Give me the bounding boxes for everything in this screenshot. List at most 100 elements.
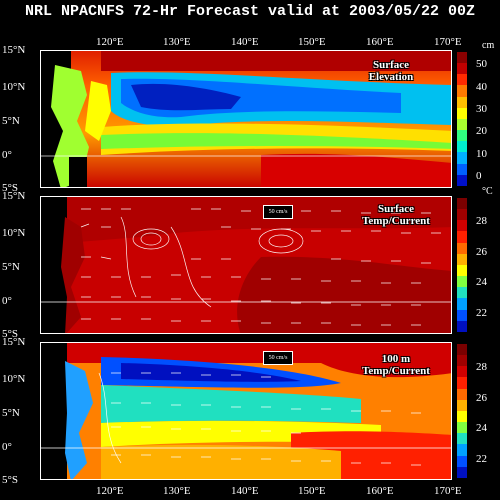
colorbar-swatch — [457, 130, 467, 142]
colorbar-swatch — [457, 152, 467, 164]
colorbar-swatch — [457, 96, 467, 108]
vector-scale-box: 50 cm/s — [263, 205, 293, 219]
colorbar-swatch — [457, 52, 467, 64]
longitude-label: 160°E — [366, 485, 394, 497]
latitude-label: 0° — [2, 441, 12, 453]
colorbar-swatch — [457, 209, 467, 221]
colorbar-swatch — [457, 63, 467, 75]
current-vectors — [98, 372, 421, 466]
longitude-label: 150°E — [298, 36, 326, 48]
colorbar-swatch — [457, 399, 467, 411]
longitude-label: 140°E — [231, 36, 259, 48]
colorbar-label: 24 — [476, 422, 487, 435]
panel-title-line2: Temp/Current — [362, 215, 430, 227]
colorbar-swatch — [457, 433, 467, 445]
latitude-label: 5°N — [2, 407, 20, 419]
colorbar-unit: cm — [482, 40, 495, 51]
colorbar-swatch — [457, 320, 467, 332]
latitude-label: 5°S — [2, 474, 19, 486]
colorbar-swatch — [457, 287, 467, 299]
colorbar-label: 28 — [476, 215, 487, 228]
colorbar-swatch — [457, 85, 467, 97]
latitude-label: 15°N — [2, 336, 26, 348]
temp-100m-map — [41, 343, 451, 479]
longitude-label: 120°E — [96, 485, 124, 497]
surface-elevation-map — [41, 51, 451, 187]
colorbar-unit: °C — [482, 186, 493, 197]
longitude-label: 130°E — [163, 485, 191, 497]
colorbar-label: 22 — [476, 306, 487, 319]
panel-title-line1: Surface — [372, 59, 410, 71]
figure-title: NRL NPACNFS 72-Hr Forecast valid at 2003… — [24, 3, 476, 20]
colorbar-label: 28 — [476, 361, 487, 374]
colorbar-swatch — [457, 466, 467, 478]
latitude-label: 5°N — [2, 115, 20, 127]
colorbar-swatch — [457, 366, 467, 378]
latitude-label: 5°S — [2, 182, 19, 194]
longitude-label: 170°E — [434, 485, 462, 497]
colorbar-label: 22 — [476, 452, 487, 465]
colorbar-label: 30 — [476, 103, 487, 116]
latitude-label: 10°N — [2, 373, 26, 385]
latitude-label: 0° — [2, 295, 12, 307]
colorbar-swatch — [457, 163, 467, 175]
colorbar-swatch — [457, 388, 467, 400]
longitude-label: 120°E — [96, 36, 124, 48]
colorbar-swatch — [457, 231, 467, 243]
panel-title-line2: Temp/Current — [362, 365, 430, 377]
colorbar-label: 26 — [476, 391, 487, 404]
colorbar — [457, 344, 467, 478]
colorbar-swatch — [457, 298, 467, 310]
colorbar-swatch — [457, 174, 467, 186]
colorbar-swatch — [457, 242, 467, 254]
colorbar-swatch — [457, 220, 467, 232]
latitude-label: 10°N — [2, 227, 26, 239]
panel-title-100m-temp: 100 m Temp/Current — [341, 353, 451, 377]
map-panel-100m-temp: 50 cm/s 100 m Temp/Current — [40, 342, 452, 480]
current-vectors — [80, 208, 441, 326]
colorbar — [457, 52, 467, 186]
colorbar-swatch — [457, 253, 467, 265]
colorbar-swatch — [457, 455, 467, 467]
colorbar-label: 26 — [476, 245, 487, 258]
colorbar-swatch — [457, 309, 467, 321]
panel-title-elevation: Surface Elevation — [341, 59, 441, 83]
colorbar-swatch — [457, 410, 467, 423]
colorbar-swatch — [457, 264, 467, 277]
latitude-label: 5°S — [2, 328, 19, 340]
colorbar-swatch — [457, 74, 467, 86]
colorbar-label: 10 — [476, 147, 487, 160]
colorbar-label: 0 — [476, 170, 482, 183]
colorbar-swatch — [457, 141, 467, 153]
longitude-label: 140°E — [231, 485, 259, 497]
colorbar-swatch — [457, 107, 467, 119]
latitude-label: 15°N — [2, 44, 26, 56]
colorbar-swatch — [457, 355, 467, 367]
longitude-label: 150°E — [298, 485, 326, 497]
colorbar-swatch — [457, 344, 467, 356]
colorbar-swatch — [457, 444, 467, 456]
colorbar-label: 24 — [476, 276, 487, 289]
surface-temp-map — [41, 197, 451, 333]
longitude-label: 170°E — [434, 36, 462, 48]
latitude-label: 0° — [2, 149, 12, 161]
panel-title-line2: Elevation — [368, 71, 414, 83]
vector-scale-box: 50 cm/s — [263, 351, 293, 365]
colorbar-swatch — [457, 377, 467, 389]
colorbar — [457, 198, 467, 332]
map-panel-surface-elevation: Surface Elevation — [40, 50, 452, 188]
panel-title-surface-temp: Surface Temp/Current — [341, 203, 451, 227]
map-panel-surface-temp: 50 cm/s Surface Temp/Current — [40, 196, 452, 334]
colorbar-swatch — [457, 422, 467, 434]
longitude-label: 130°E — [163, 36, 191, 48]
panel-title-line1: 100 m — [381, 353, 411, 365]
longitude-label: 160°E — [366, 36, 394, 48]
panel-title-line1: Surface — [377, 203, 415, 215]
colorbar-swatch — [457, 118, 467, 131]
colorbar-label: 20 — [476, 125, 487, 138]
colorbar-swatch — [457, 198, 467, 210]
latitude-label: 15°N — [2, 190, 26, 202]
colorbar-label: 40 — [476, 80, 487, 93]
colorbar-swatch — [457, 276, 467, 288]
colorbar-label: 50 — [476, 58, 487, 71]
